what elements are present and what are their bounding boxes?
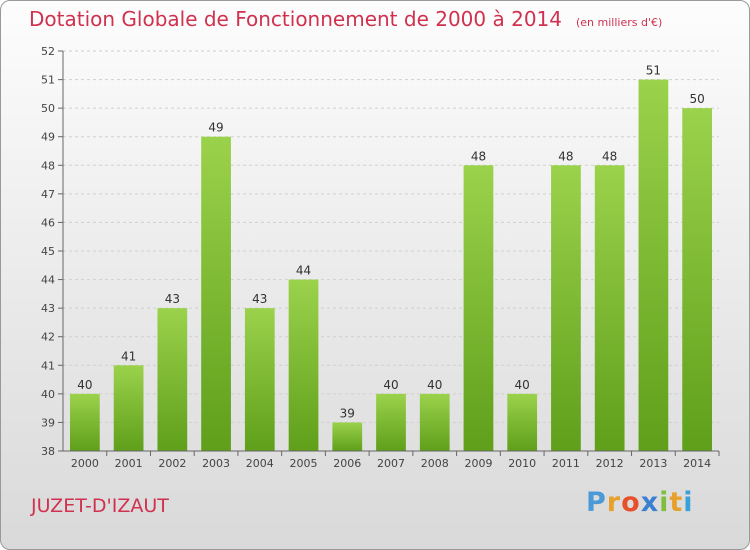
bar-value-label: 40 bbox=[427, 378, 442, 392]
bar-value-label: 41 bbox=[121, 349, 136, 363]
bar-value-label: 39 bbox=[340, 406, 355, 420]
y-tick-label: 51 bbox=[41, 74, 55, 87]
y-tick-label: 43 bbox=[41, 302, 55, 315]
commune-name: JUZET-D'IZAUT bbox=[31, 495, 169, 517]
bar-value-label: 40 bbox=[77, 378, 92, 392]
bar-2014 bbox=[682, 108, 713, 452]
bars: 40 41 43 49 43 44 39 40 40 48 40 48 48 51 50 bbox=[69, 64, 713, 452]
bar-value-label: 50 bbox=[689, 92, 704, 106]
bar-2005 bbox=[288, 279, 319, 451]
y-tick-label: 40 bbox=[41, 388, 55, 401]
y-tick-label: 44 bbox=[41, 274, 55, 287]
bar-2001 bbox=[113, 365, 144, 451]
bar-2002 bbox=[157, 308, 188, 451]
chart-title: Dotation Globale de Fonctionnement de 20… bbox=[29, 7, 662, 31]
logo-letter: i bbox=[683, 487, 694, 518]
chart-subtitle: (en milliers d'€) bbox=[576, 16, 663, 29]
y-tick-label: 52 bbox=[41, 45, 55, 58]
y-tick-label: 41 bbox=[41, 359, 55, 372]
bar-2011 bbox=[551, 165, 581, 452]
bar-2008 bbox=[419, 393, 450, 451]
bar-2000 bbox=[69, 393, 100, 451]
bar-value-label: 40 bbox=[515, 378, 530, 392]
x-tick-label: 2013 bbox=[639, 457, 667, 470]
x-tick-label: 2008 bbox=[421, 457, 449, 470]
x-tick-label: 2003 bbox=[202, 457, 230, 470]
x-tick-label: 2007 bbox=[377, 457, 405, 470]
bar-2006 bbox=[332, 422, 363, 451]
x-tick-label: 2014 bbox=[683, 457, 711, 470]
x-tick-label: 2012 bbox=[596, 457, 624, 470]
y-tick-label: 45 bbox=[41, 245, 55, 258]
bar-value-label: 43 bbox=[165, 292, 180, 306]
x-tick-label: 2006 bbox=[333, 457, 361, 470]
y-tick-label: 49 bbox=[41, 131, 55, 144]
y-tick-label: 42 bbox=[41, 331, 55, 344]
logo-letter: x bbox=[640, 487, 660, 518]
x-tick-label: 2001 bbox=[115, 457, 143, 470]
x-tick-label: 2004 bbox=[246, 457, 274, 470]
bar-2010 bbox=[507, 393, 538, 451]
bar-value-label: 48 bbox=[558, 149, 573, 163]
bar-value-label: 49 bbox=[208, 121, 223, 135]
y-tick-label: 50 bbox=[41, 102, 55, 115]
proxiti-logo: Proxiti bbox=[586, 487, 694, 518]
y-tick-label: 39 bbox=[41, 416, 55, 429]
logo-letter: o bbox=[621, 487, 641, 518]
x-tick-label: 2000 bbox=[71, 457, 99, 470]
x-tick-label: 2011 bbox=[552, 457, 580, 470]
bar-2007 bbox=[376, 393, 406, 451]
bar-2013 bbox=[638, 79, 669, 452]
bar-value-label: 48 bbox=[602, 149, 617, 163]
x-tick-label: 2010 bbox=[508, 457, 536, 470]
bar-2003 bbox=[201, 136, 231, 451]
y-tick-label: 47 bbox=[41, 188, 55, 201]
bar-value-label: 51 bbox=[646, 64, 661, 78]
logo-letter: P bbox=[586, 487, 607, 518]
y-tick-label: 38 bbox=[41, 445, 55, 458]
bar-value-label: 44 bbox=[296, 264, 311, 278]
chart-title-text: Dotation Globale de Fonctionnement de 20… bbox=[29, 7, 562, 31]
y-tick-label: 46 bbox=[41, 216, 55, 229]
y-tick-label: 48 bbox=[41, 159, 55, 172]
bar-value-label: 48 bbox=[471, 149, 486, 163]
logo-letter: r bbox=[606, 487, 622, 518]
axes: 38 39 40 41 42 43 44 45 46 47 48 49 50 51 52 2000 2001 20… bbox=[41, 45, 720, 470]
bar-2012 bbox=[594, 165, 625, 452]
x-tick-label: 2005 bbox=[290, 457, 318, 470]
bar-value-label: 43 bbox=[252, 292, 267, 306]
bar-2004 bbox=[244, 308, 275, 451]
bar-value-label: 40 bbox=[383, 378, 398, 392]
bar-2009 bbox=[463, 165, 494, 452]
logo-letter: t bbox=[669, 487, 684, 518]
logo-letter: i bbox=[659, 487, 670, 518]
x-tick-label: 2009 bbox=[464, 457, 492, 470]
x-tick-label: 2002 bbox=[158, 457, 186, 470]
